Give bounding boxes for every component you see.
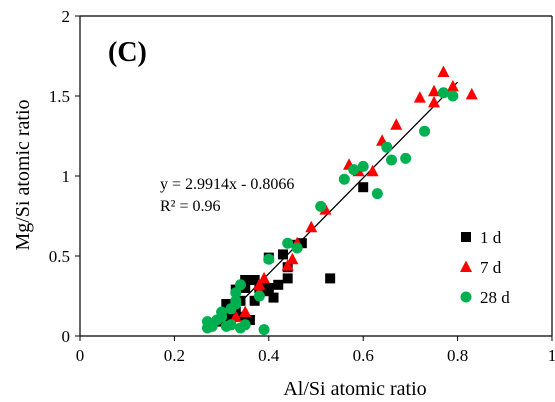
legend-marker-circle: [460, 291, 472, 303]
y-tick-label: 2: [62, 7, 71, 26]
data-point-circle: [230, 295, 242, 307]
x-tick-label: 0: [76, 346, 85, 365]
data-point-triangle: [286, 252, 299, 265]
data-point-circle: [447, 90, 459, 102]
data-point-circle: [253, 290, 265, 302]
data-point-square: [249, 275, 260, 285]
data-point-triangle: [258, 271, 271, 284]
data-point-circle: [315, 200, 327, 212]
data-point-square: [268, 292, 279, 303]
data-point-circle: [239, 319, 251, 331]
y-tick-label: 1.5: [49, 87, 70, 106]
data-point-circle: [216, 306, 228, 318]
legend-marker-square: [461, 232, 471, 242]
data-point-square: [282, 273, 293, 284]
data-point-circle: [381, 141, 393, 153]
legend-label: 1 d: [480, 228, 502, 247]
data-point-square: [263, 283, 274, 293]
axes: 0 0.2 0.4 0.6 0.8 1 0 0.5 1 1.5 2: [49, 7, 555, 365]
x-axis-title: Al/Si atomic ratio: [283, 378, 426, 400]
data-point-triangle: [366, 164, 379, 177]
data-point-circle: [225, 319, 237, 331]
data-point-square: [273, 279, 284, 290]
data-point-circle: [400, 152, 412, 164]
fit-line-group: [216, 81, 459, 327]
x-tick-label: 0.8: [447, 346, 468, 365]
series-7-d: [229, 65, 478, 322]
legend: 1 d 7 d 28 d: [460, 228, 510, 307]
y-tick-label: 0.5: [49, 247, 70, 266]
data-point-square: [221, 299, 232, 309]
data-point-square: [240, 283, 251, 293]
r-squared: R² = 0.96: [160, 198, 221, 215]
data-point-circle: [291, 242, 303, 254]
data-point-circle: [258, 324, 270, 336]
data-point-circle: [282, 237, 294, 249]
data-point-triangle: [446, 79, 459, 92]
data-point-triangle: [253, 278, 266, 290]
data-point-square: [325, 273, 336, 284]
x-tick-label: 1: [548, 346, 555, 365]
data-point-triangle: [437, 65, 450, 77]
series-28-d: [201, 87, 459, 336]
data-point-circle: [419, 125, 431, 137]
data-point-triangle: [281, 259, 294, 271]
data-point-circle: [338, 173, 350, 185]
data-point-square: [277, 249, 288, 260]
data-point-triangle: [305, 220, 318, 233]
data-point-square: [244, 315, 255, 325]
data-point-triangle: [428, 84, 440, 97]
data-point-triangle: [229, 310, 242, 322]
y-axis-title: Mg/Si atomic ratio: [12, 99, 34, 250]
data-point-circle: [234, 279, 246, 291]
data-point-circle: [437, 87, 449, 99]
data-point-circle: [263, 253, 275, 265]
data-point-triangle: [239, 305, 252, 317]
data-points: [201, 65, 478, 336]
fit-equation: y = 2.9914x - 0.8066: [160, 176, 294, 193]
data-point-triangle: [413, 91, 426, 103]
legend-marker-triangle: [460, 260, 472, 272]
legend-label: 7 d: [480, 258, 502, 277]
x-tick-label: 0.4: [258, 346, 280, 365]
y-tick-label: 0: [62, 327, 71, 346]
data-point-circle: [357, 160, 369, 172]
data-point-triangle: [465, 87, 478, 100]
fit-line: [216, 81, 459, 327]
data-point-square: [249, 295, 260, 306]
data-point-circle: [371, 188, 383, 200]
data-point-triangle: [390, 118, 403, 130]
data-point-circle: [230, 287, 242, 299]
data-point-circle: [348, 164, 360, 176]
data-point-square: [358, 182, 369, 193]
panel-label: (C): [108, 37, 147, 68]
data-point-square: [296, 238, 307, 249]
x-tick-label: 0.6: [353, 346, 374, 365]
y-tick-label: 1: [62, 167, 71, 186]
x-tick-label: 0.2: [164, 346, 185, 365]
data-point-circle: [386, 154, 398, 166]
legend-label: 28 d: [480, 288, 510, 307]
data-point-triangle: [428, 95, 440, 108]
